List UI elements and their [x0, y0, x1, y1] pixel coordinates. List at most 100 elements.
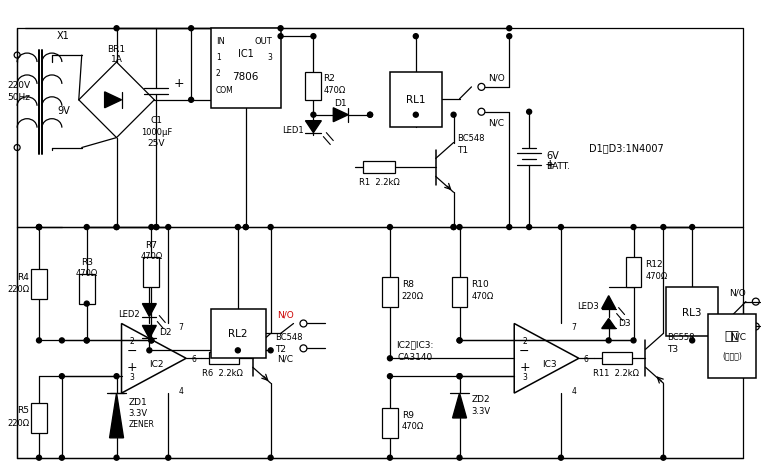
Text: 25V: 25V: [147, 139, 165, 148]
Circle shape: [368, 113, 372, 118]
Text: 50Hz: 50Hz: [7, 93, 31, 102]
Text: 220Ω: 220Ω: [402, 291, 424, 300]
Text: N/O: N/O: [277, 309, 294, 318]
Text: 负载: 负载: [724, 329, 739, 342]
Text: 470Ω: 470Ω: [76, 269, 98, 278]
Text: BC558: BC558: [668, 332, 695, 341]
Text: 2: 2: [130, 336, 134, 345]
Text: 220Ω: 220Ω: [7, 418, 29, 427]
Text: 3: 3: [522, 372, 527, 381]
Circle shape: [154, 225, 159, 230]
Text: ZENER: ZENER: [128, 419, 154, 428]
Circle shape: [451, 225, 456, 230]
Text: 6V: 6V: [546, 151, 559, 161]
Bar: [626, 258, 642, 287]
Circle shape: [84, 225, 89, 230]
Text: BC548: BC548: [275, 332, 302, 341]
Circle shape: [457, 338, 462, 343]
Text: 4: 4: [179, 386, 184, 395]
Text: 220V: 220V: [7, 81, 31, 90]
Bar: [602, 353, 632, 365]
Bar: [31, 403, 47, 433]
Text: 4: 4: [571, 386, 576, 395]
Text: LED3: LED3: [577, 301, 599, 310]
Text: ZD1: ZD1: [128, 397, 147, 406]
Circle shape: [457, 374, 462, 379]
Text: −: −: [127, 344, 137, 357]
Circle shape: [60, 374, 64, 379]
Text: 9V: 9V: [57, 106, 69, 116]
Text: 6: 6: [191, 354, 196, 363]
Circle shape: [37, 225, 41, 230]
Polygon shape: [143, 304, 156, 317]
Circle shape: [388, 356, 392, 361]
Text: 7: 7: [571, 322, 576, 331]
Text: N/C: N/C: [278, 354, 294, 363]
Circle shape: [37, 225, 41, 230]
Circle shape: [84, 301, 89, 307]
Text: IC2: IC2: [149, 359, 163, 368]
Text: 470Ω: 470Ω: [645, 272, 668, 281]
Text: C1: C1: [150, 116, 163, 125]
Circle shape: [37, 338, 41, 343]
Text: 3.3V: 3.3V: [128, 408, 147, 417]
Text: 3: 3: [268, 52, 272, 61]
Circle shape: [311, 35, 316, 40]
Circle shape: [166, 225, 171, 230]
Text: 3: 3: [130, 372, 134, 381]
Circle shape: [243, 225, 248, 230]
Circle shape: [60, 338, 64, 343]
Circle shape: [631, 338, 636, 343]
Circle shape: [149, 338, 154, 343]
Text: ZD2: ZD2: [472, 394, 490, 403]
Circle shape: [507, 27, 512, 31]
Polygon shape: [452, 393, 466, 418]
Text: 220Ω: 220Ω: [7, 285, 29, 294]
Text: (应急灯): (应急灯): [722, 351, 742, 360]
Circle shape: [311, 113, 316, 118]
Text: N/O: N/O: [488, 73, 504, 82]
Circle shape: [268, 225, 273, 230]
Polygon shape: [602, 296, 616, 309]
Circle shape: [154, 225, 159, 230]
Circle shape: [84, 338, 89, 343]
Circle shape: [235, 348, 240, 353]
Text: LED2: LED2: [118, 309, 140, 318]
Circle shape: [114, 225, 119, 230]
Circle shape: [661, 225, 666, 230]
Circle shape: [368, 113, 372, 118]
Circle shape: [188, 98, 194, 103]
Text: +: +: [173, 77, 184, 90]
Circle shape: [268, 348, 273, 353]
Text: BR1: BR1: [108, 45, 126, 53]
Circle shape: [690, 225, 694, 230]
Bar: [452, 277, 468, 307]
Circle shape: [84, 338, 89, 343]
Circle shape: [451, 225, 456, 230]
Text: IN: IN: [216, 37, 225, 46]
Text: 6: 6: [584, 354, 589, 363]
Circle shape: [166, 455, 171, 460]
Text: 2: 2: [216, 69, 221, 78]
Circle shape: [149, 338, 154, 343]
Polygon shape: [110, 393, 124, 438]
Text: RL2: RL2: [228, 329, 247, 339]
Text: N/O: N/O: [729, 288, 746, 297]
Circle shape: [631, 225, 636, 230]
Text: 1000μF: 1000μF: [140, 128, 172, 137]
Text: 7: 7: [179, 322, 184, 331]
Bar: [666, 287, 718, 337]
Circle shape: [661, 455, 666, 460]
Circle shape: [606, 338, 611, 343]
Circle shape: [278, 27, 283, 31]
Circle shape: [278, 35, 283, 40]
Text: 2: 2: [522, 336, 527, 345]
Bar: [363, 162, 395, 174]
Text: 7806: 7806: [233, 72, 259, 82]
Text: R10: R10: [472, 279, 489, 288]
Circle shape: [559, 225, 563, 230]
Text: 470Ω: 470Ω: [402, 422, 424, 430]
Polygon shape: [305, 121, 321, 133]
Circle shape: [114, 225, 119, 230]
Text: D3: D3: [619, 318, 631, 327]
